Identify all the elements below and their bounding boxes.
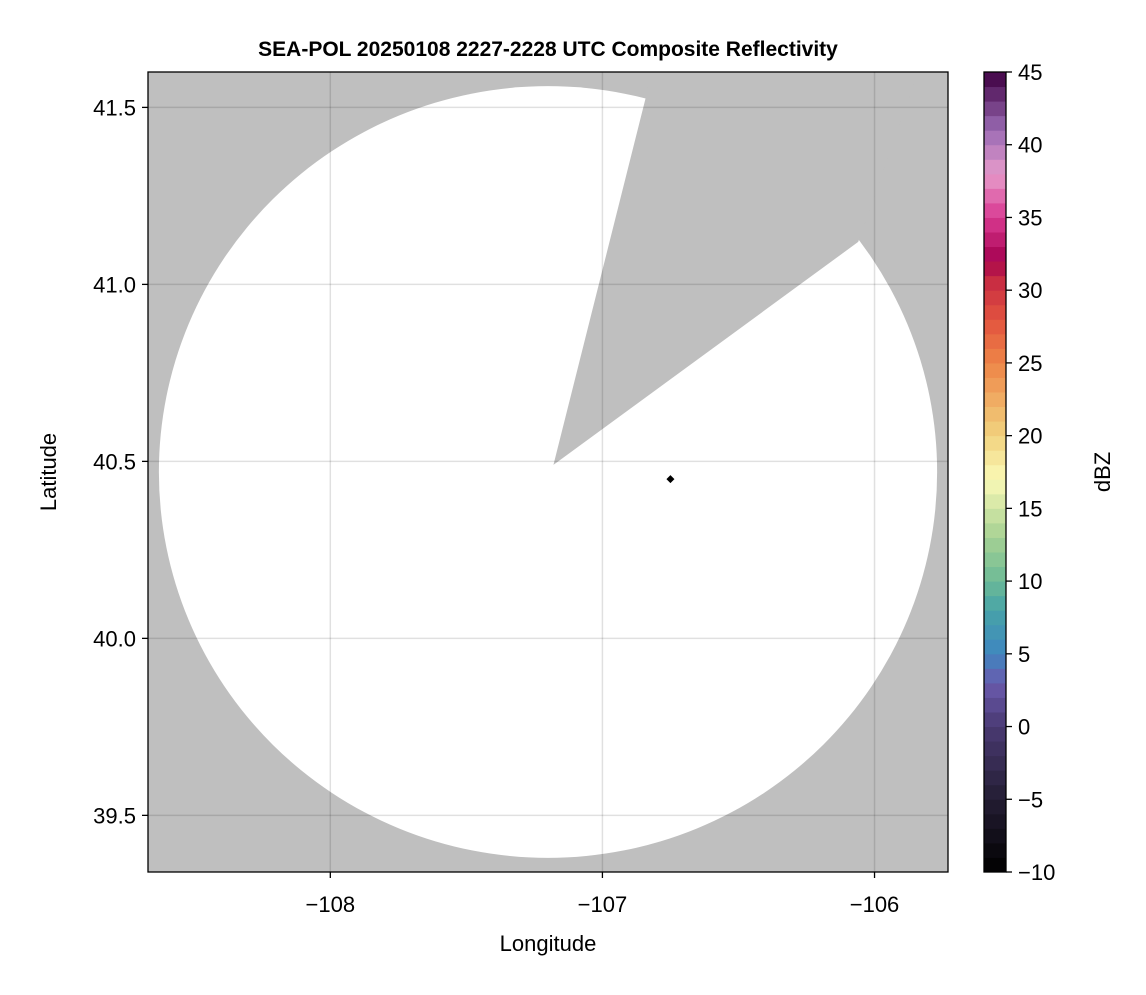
colorbar-tick-label: 25 <box>1018 351 1042 376</box>
colorbar-level <box>984 246 1006 262</box>
colorbar-tick-label: 15 <box>1018 496 1042 521</box>
colorbar-level <box>984 697 1006 713</box>
y-tick-label: 40.0 <box>93 626 136 651</box>
colorbar-level <box>984 86 1006 102</box>
colorbar-tick-label: 0 <box>1018 715 1030 740</box>
colorbar-level <box>984 828 1006 844</box>
y-tick-label: 41.0 <box>93 272 136 297</box>
colorbar-frame <box>983 71 1007 873</box>
colorbar-tick-label: 5 <box>1018 642 1030 667</box>
colorbar: −10 −5 0 5 10 15 20 25 30 35 40 45 <box>983 60 1055 885</box>
colorbar-level <box>984 290 1006 306</box>
colorbar-level <box>984 319 1006 335</box>
colorbar-level <box>984 232 1006 248</box>
colorbar-level <box>984 842 1006 858</box>
colorbar-level <box>984 115 1006 131</box>
colorbar-level <box>984 362 1006 378</box>
colorbar-tick-label: −10 <box>1018 860 1055 885</box>
colorbar-level <box>984 595 1006 611</box>
colorbar-level <box>984 537 1006 553</box>
plot-area <box>147 71 949 873</box>
colorbar-level <box>984 421 1006 437</box>
y-tick-label: 40.5 <box>93 449 136 474</box>
colorbar-level <box>984 377 1006 393</box>
colorbar-level <box>984 159 1006 175</box>
colorbar-tick-label: 20 <box>1018 424 1042 449</box>
colorbar-tick-label: 30 <box>1018 278 1042 303</box>
x-tick-label: −106 <box>850 892 900 917</box>
colorbar-level <box>984 202 1006 218</box>
chart-title: SEA-POL 20250108 2227-2228 UTC Composite… <box>258 38 838 61</box>
colorbar-level <box>984 72 1006 88</box>
colorbar-level <box>984 552 1006 568</box>
colorbar-level <box>984 479 1006 495</box>
colorbar-level <box>984 813 1006 829</box>
colorbar-tick-label: 40 <box>1018 133 1042 158</box>
colorbar-level <box>984 348 1006 364</box>
colorbar-level <box>984 639 1006 655</box>
colorbar-level <box>984 508 1006 524</box>
colorbar-level <box>984 261 1006 277</box>
y-axis: 39.5 40.0 40.5 41.0 41.5 <box>93 95 148 828</box>
x-tick-label: −108 <box>306 892 356 917</box>
plot-frame <box>147 71 949 873</box>
colorbar-level <box>984 173 1006 189</box>
colorbar-level <box>984 304 1006 320</box>
colorbar-level <box>984 406 1006 422</box>
colorbar-level <box>984 101 1006 117</box>
colorbar-level <box>984 770 1006 786</box>
colorbar-level <box>984 610 1006 626</box>
colorbar-level <box>984 624 1006 640</box>
colorbar-level <box>984 144 1006 160</box>
colorbar-level <box>984 435 1006 451</box>
colorbar-level <box>984 726 1006 742</box>
colorbar-level <box>984 493 1006 509</box>
colorbar-level <box>984 653 1006 669</box>
x-axis: −108 −107 −106 <box>306 872 900 917</box>
colorbar-level <box>984 784 1006 800</box>
blocked-sector <box>553 72 919 465</box>
colorbar-level <box>984 682 1006 698</box>
x-tick-label: −107 <box>578 892 628 917</box>
colorbar-level <box>984 450 1006 466</box>
y-tick-label: 39.5 <box>93 803 136 828</box>
colorbar-level <box>984 799 1006 815</box>
colorbar-level <box>984 188 1006 204</box>
colorbar-level <box>984 522 1006 538</box>
colorbar-level <box>984 741 1006 757</box>
colorbar-level <box>984 392 1006 408</box>
colorbar-level <box>984 668 1006 684</box>
radar-site-marker <box>666 475 675 484</box>
colorbar-level <box>984 712 1006 728</box>
colorbar-tick-label: 45 <box>1018 60 1042 85</box>
colorbar-tick-label: −5 <box>1018 787 1043 812</box>
colorbar-level <box>984 581 1006 597</box>
colorbar-level <box>984 566 1006 582</box>
colorbar-level <box>984 333 1006 349</box>
colorbar-tick-label: 10 <box>1018 569 1042 594</box>
x-axis-label: Longitude <box>500 931 597 956</box>
colorbar-tick-label: 35 <box>1018 205 1042 230</box>
colorbar-level <box>984 464 1006 480</box>
colorbar-level <box>984 275 1006 291</box>
y-tick-label: 41.5 <box>93 95 136 120</box>
colorbar-level <box>984 755 1006 771</box>
colorbar-level <box>984 217 1006 233</box>
colorbar-level <box>984 130 1006 146</box>
colorbar-level <box>984 857 1006 873</box>
colorbar-label: dBZ <box>1090 452 1115 492</box>
y-axis-label: Latitude <box>36 433 61 511</box>
